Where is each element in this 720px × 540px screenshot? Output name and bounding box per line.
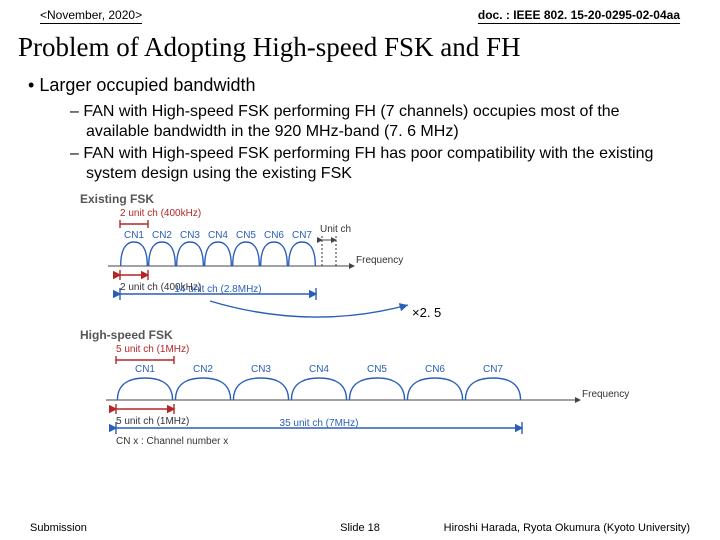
svg-text:CN3: CN3 (251, 364, 271, 375)
existing-fsk-label: Existing FSK (80, 192, 640, 206)
svg-text:CN5: CN5 (236, 230, 256, 241)
svg-text:35 unit ch (7MHz): 35 unit ch (7MHz) (280, 418, 359, 429)
svg-text:CN2: CN2 (193, 364, 213, 375)
existing-fsk-diagram: 2 unit ch (400kHz) CN1 CN2 CN3 CN4 CN5 CN6 CN7 U… (80, 206, 640, 301)
sub-bullets: – FAN with High-speed FSK performing FH … (0, 102, 720, 184)
curved-arrow (80, 297, 640, 319)
svg-text:CN6: CN6 (425, 364, 445, 375)
sub-bullet-2: – FAN with High-speed FSK performing FH … (70, 144, 682, 184)
svg-text:2 unit ch (400kHz): 2 unit ch (400kHz) (120, 208, 201, 219)
svg-text:14 unit ch (2.8MHz): 14 unit ch (2.8MHz) (174, 284, 261, 295)
svg-text:CN6: CN6 (264, 230, 284, 241)
svg-text:Frequency: Frequency (356, 255, 403, 266)
svg-text:CN1: CN1 (135, 364, 155, 375)
svg-text:CN3: CN3 (180, 230, 200, 241)
svg-text:CN7: CN7 (483, 364, 503, 375)
svg-text:CN7: CN7 (292, 230, 312, 241)
svg-text:CN4: CN4 (208, 230, 228, 241)
svg-text:CN x : Channel number x: CN x : Channel number x (116, 436, 228, 447)
svg-text:5 unit ch (1MHz): 5 unit ch (1MHz) (116, 416, 189, 427)
footer: Submission Slide 18 Hiroshi Harada, Ryot… (0, 522, 720, 534)
highspeed-fsk-diagram: 5 unit ch (1MHz) CN1 CN2 CN3 CN4 CN5 CN6 CN7 Fre… (80, 342, 640, 450)
header-date: <November, 2020> (40, 8, 142, 24)
footer-slide: Slide 18 (340, 522, 380, 534)
svg-text:Unit ch: Unit ch (320, 224, 351, 235)
svg-text:Frequency: Frequency (582, 389, 629, 400)
footer-left: Submission (30, 522, 87, 534)
main-bullet-text: Larger occupied bandwidth (39, 75, 255, 95)
svg-text:CN1: CN1 (124, 230, 144, 241)
slide-title: Problem of Adopting High-speed FSK and F… (0, 26, 720, 71)
sub-bullet-1: – FAN with High-speed FSK performing FH … (70, 102, 682, 142)
svg-text:CN5: CN5 (367, 364, 387, 375)
header: <November, 2020> doc. : IEEE 802. 15-20-… (0, 0, 720, 26)
svg-text:CN2: CN2 (152, 230, 172, 241)
diagram: Existing FSK 2 unit ch (400kHz) CN1 CN2 CN3… (80, 192, 640, 455)
highspeed-fsk-label: High-speed FSK (80, 328, 640, 342)
footer-right: Hiroshi Harada, Ryota Okumura (Kyoto Uni… (444, 522, 690, 534)
main-bullet: • Larger occupied bandwidth (0, 71, 720, 102)
multiplier-label: ×2. 5 (412, 305, 441, 320)
svg-text:CN4: CN4 (309, 364, 329, 375)
svg-text:5 unit ch (1MHz): 5 unit ch (1MHz) (116, 344, 189, 355)
header-docnum: doc. : IEEE 802. 15-20-0295-02-04aa (478, 8, 680, 24)
